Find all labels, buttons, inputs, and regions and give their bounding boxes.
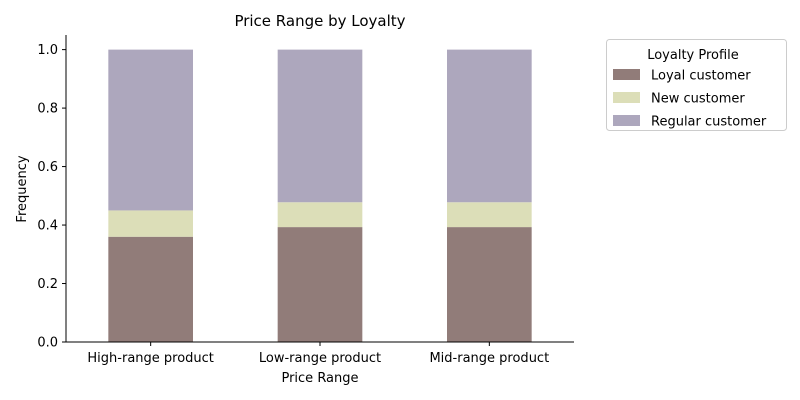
legend: Loyalty Profile Loyal customer New custom… (606, 39, 787, 131)
x-tick-label: High-range product (87, 351, 214, 366)
legend-swatch (613, 92, 640, 103)
legend-swatch (613, 115, 640, 126)
bars-group (108, 49, 532, 342)
y-tick-label: 0.2 (37, 277, 58, 292)
legend-frame (606, 39, 787, 131)
legend-item-label: Loyal customer (651, 69, 751, 84)
y-ticks-group: 0.0 0.2 0.4 0.6 0.8 1.0 (37, 43, 66, 351)
chart-title: Price Range by Loyalty (234, 12, 405, 30)
x-axis-label: Price Range (281, 371, 358, 386)
y-tick-label: 0.0 (37, 336, 58, 351)
bar-2-series-0 (447, 227, 532, 342)
legend-swatch (613, 69, 640, 80)
y-axis-label: Frequency (15, 155, 30, 222)
y-tick-label: 0.6 (37, 160, 58, 175)
bar-2-series-2 (447, 49, 532, 203)
bar-1-series-1 (277, 202, 363, 228)
x-ticks-group: High-range product Low-range product Mid-r… (87, 342, 549, 366)
legend-items: Loyal customer New customer Regular custom… (613, 69, 767, 130)
bar-0-series-2 (108, 49, 193, 211)
y-tick-label: 1.0 (37, 43, 58, 58)
bar-1-series-2 (277, 49, 363, 203)
x-tick-label: Mid-range product (429, 351, 549, 366)
legend-item-label: New customer (651, 92, 745, 107)
y-tick-label: 0.4 (37, 219, 58, 234)
bar-2-series-1 (447, 202, 532, 228)
x-tick-label: Low-range product (259, 351, 381, 366)
legend-title: Loyalty Profile (647, 48, 739, 63)
bar-1-series-0 (277, 227, 363, 342)
bar-0-series-0 (108, 236, 193, 342)
legend-item-label: Regular customer (651, 115, 767, 130)
y-tick-label: 0.8 (37, 102, 58, 117)
bar-0-series-1 (108, 210, 193, 237)
